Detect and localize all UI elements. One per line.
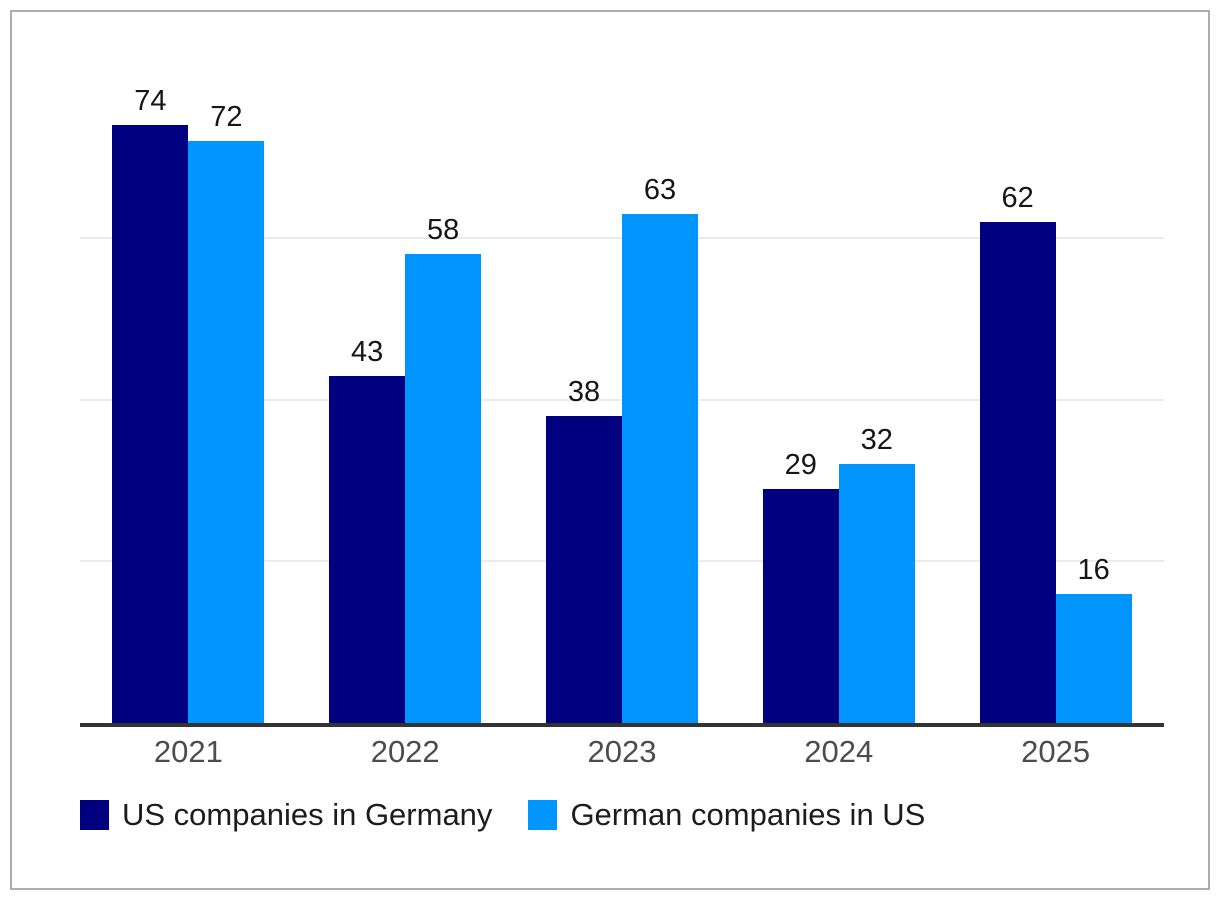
bar-column: 38	[545, 375, 622, 723]
x-tick-label: 2025	[1021, 734, 1091, 769]
bar	[329, 375, 406, 723]
bar-value-label: 38	[567, 375, 601, 408]
plot-area: 74 72 43 58 38 63 29 32 62 16	[80, 12, 1164, 723]
legend: US companies in Germany German companies …	[80, 799, 925, 830]
legend-label: US companies in Germany	[122, 797, 493, 832]
bar-value-label: 72	[210, 101, 243, 134]
bar-column: 63	[621, 173, 698, 723]
bar	[405, 254, 482, 723]
bar-groups-layer: 74 72 43 58 38 63 29 32 62 16	[80, 12, 1164, 723]
bar	[979, 222, 1056, 723]
bar-value-label: 62	[1001, 182, 1034, 215]
bar-value-label: 74	[134, 85, 167, 118]
bar-group: 29 32	[730, 426, 947, 723]
bar-column: 16	[1055, 553, 1132, 723]
bar-column: 62	[979, 182, 1056, 723]
bar-group: 38 63	[514, 173, 731, 723]
x-axis-line	[80, 723, 1164, 727]
bar-column: 58	[405, 214, 482, 723]
bar	[621, 213, 698, 723]
bar-group: 43 58	[297, 216, 514, 723]
x-axis-tick-labels: 2021 2022 2023 2024 2025	[80, 736, 1164, 767]
bar	[188, 141, 265, 723]
bar	[762, 488, 839, 723]
x-tick-label: 2022	[370, 734, 440, 769]
bar-value-label: 58	[427, 214, 460, 247]
x-tick-label: 2024	[804, 734, 874, 769]
bar-value-label: 29	[784, 448, 817, 481]
legend-label: German companies in US	[570, 797, 926, 832]
bar-group: 74 72	[80, 87, 297, 723]
legend-item: US companies in Germany	[80, 799, 492, 830]
bar-value-label: 16	[1077, 553, 1110, 586]
bar	[545, 415, 622, 723]
x-tick-label: 2023	[587, 734, 657, 769]
legend-swatch	[528, 799, 558, 830]
bar-group: 62 16	[947, 184, 1164, 723]
x-tick-label: 2021	[153, 734, 223, 769]
bar-column: 32	[838, 424, 915, 723]
bar-value-label: 63	[643, 173, 677, 206]
legend-item: German companies in US	[528, 799, 925, 830]
bar	[1055, 593, 1132, 723]
bar	[112, 125, 189, 723]
bar-value-label: 32	[860, 424, 893, 457]
bar-column: 43	[329, 335, 406, 723]
bar-column: 29	[762, 448, 839, 723]
chart-frame: 74 72 43 58 38 63 29 32 62 16 2021 2022 2023 2024 202…	[10, 10, 1210, 890]
legend-swatch	[80, 799, 109, 830]
bar	[838, 464, 915, 723]
bar-column: 74	[112, 85, 189, 723]
bar-value-label: 43	[351, 335, 384, 368]
bar-column: 72	[188, 101, 265, 723]
